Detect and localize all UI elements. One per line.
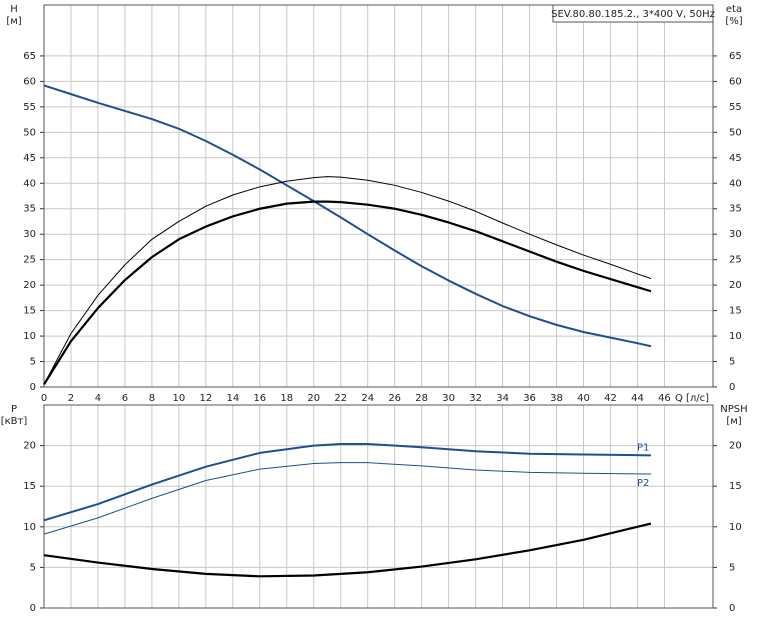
x-tick-label: 20 — [307, 393, 320, 404]
y-tick-label: 50 — [23, 127, 36, 138]
y-axis-unit: [кВт] — [1, 416, 28, 427]
y2-axis-unit: [м] — [726, 416, 741, 427]
y2-tick-label: 10 — [729, 331, 742, 342]
x-tick-label: 24 — [361, 393, 374, 404]
x-tick-label: 26 — [388, 393, 401, 404]
x-tick-label: 8 — [149, 393, 155, 404]
curve — [43, 442, 651, 522]
y2-tick-label: 15 — [729, 481, 742, 492]
y2-axis-unit: [%] — [725, 16, 742, 27]
x-tick-label: 16 — [253, 393, 266, 404]
x-tick-label: 38 — [550, 393, 563, 404]
x-tick-label: 34 — [496, 393, 509, 404]
y-tick-label: 15 — [23, 306, 36, 317]
y-tick-label: 5 — [30, 357, 36, 368]
curve-label: P1 — [637, 442, 649, 453]
y-tick-label: 40 — [23, 178, 36, 189]
curve — [43, 176, 652, 385]
y2-tick-label: 20 — [729, 441, 742, 452]
y2-tick-label: 65 — [729, 51, 742, 62]
x-tick-label: 42 — [604, 393, 617, 404]
y2-tick-label: 30 — [729, 229, 742, 240]
y-axis-label: P — [11, 404, 17, 415]
y-tick-label: 20 — [23, 441, 36, 452]
x-tick-label: 6 — [122, 393, 128, 404]
y2-tick-label: 0 — [729, 382, 735, 393]
y-tick-label: 55 — [23, 102, 36, 113]
y-tick-label: 10 — [23, 522, 36, 533]
y2-tick-label: 10 — [729, 522, 742, 533]
y-tick-label: 15 — [23, 481, 36, 492]
y2-tick-label: 45 — [729, 153, 742, 164]
info-box — [552, 4, 714, 23]
y-tick-label: 0 — [30, 603, 36, 614]
y-axis-label: H — [10, 4, 18, 15]
y-tick-label: 60 — [23, 76, 36, 87]
y2-axis-label: NPSH — [720, 404, 747, 415]
y2-tick-label: 40 — [729, 178, 742, 189]
x-axis-label: Q [л/с] — [675, 393, 709, 404]
y2-tick-label: 50 — [729, 127, 742, 138]
y2-axis-label: eta — [726, 4, 742, 15]
x-tick-label: 32 — [469, 393, 482, 404]
x-tick-label: 30 — [442, 393, 455, 404]
y2-tick-label: 20 — [729, 280, 742, 291]
y2-tick-label: 0 — [729, 603, 735, 614]
y2-tick-label: 15 — [729, 306, 742, 317]
y-tick-label: 65 — [23, 51, 36, 62]
curve — [43, 462, 651, 535]
x-tick-label: 0 — [41, 393, 47, 404]
x-tick-label: 10 — [173, 393, 186, 404]
y-tick-label: 0 — [30, 382, 36, 393]
x-tick-label: 28 — [415, 393, 428, 404]
plot-frame — [43, 404, 714, 609]
x-tick-label: 12 — [199, 393, 212, 404]
x-tick-label: 46 — [658, 393, 671, 404]
curve-label: P2 — [637, 478, 649, 489]
y-tick-label: 45 — [23, 153, 36, 164]
x-tick-label: 4 — [95, 393, 101, 404]
x-tick-label: 40 — [577, 393, 590, 404]
y2-tick-label: 25 — [729, 255, 742, 266]
y2-tick-label: 5 — [729, 357, 735, 368]
x-tick-label: 36 — [523, 393, 536, 404]
x-tick-label: 2 — [68, 393, 74, 404]
y-tick-label: 20 — [23, 280, 36, 291]
y-tick-label: 35 — [23, 204, 36, 215]
curve — [43, 200, 652, 386]
x-tick-label: 18 — [280, 393, 293, 404]
curve — [43, 522, 652, 578]
y2-tick-label: 60 — [729, 76, 742, 87]
x-tick-label: 14 — [226, 393, 239, 404]
plot-frame — [43, 4, 714, 388]
y-tick-label: 5 — [30, 562, 36, 573]
y-axis-unit: [м] — [6, 16, 21, 27]
info-text: SEV.80.80.185.2., 3*400 V, 50Hz — [551, 9, 715, 20]
x-tick-label: 22 — [334, 393, 347, 404]
y2-tick-label: 35 — [729, 204, 742, 215]
y-tick-label: 30 — [23, 229, 36, 240]
y-tick-label: 10 — [23, 331, 36, 342]
y2-tick-label: 5 — [729, 562, 735, 573]
y2-tick-label: 55 — [729, 102, 742, 113]
y-tick-label: 25 — [23, 255, 36, 266]
curve — [43, 84, 652, 348]
x-tick-label: 44 — [631, 393, 644, 404]
